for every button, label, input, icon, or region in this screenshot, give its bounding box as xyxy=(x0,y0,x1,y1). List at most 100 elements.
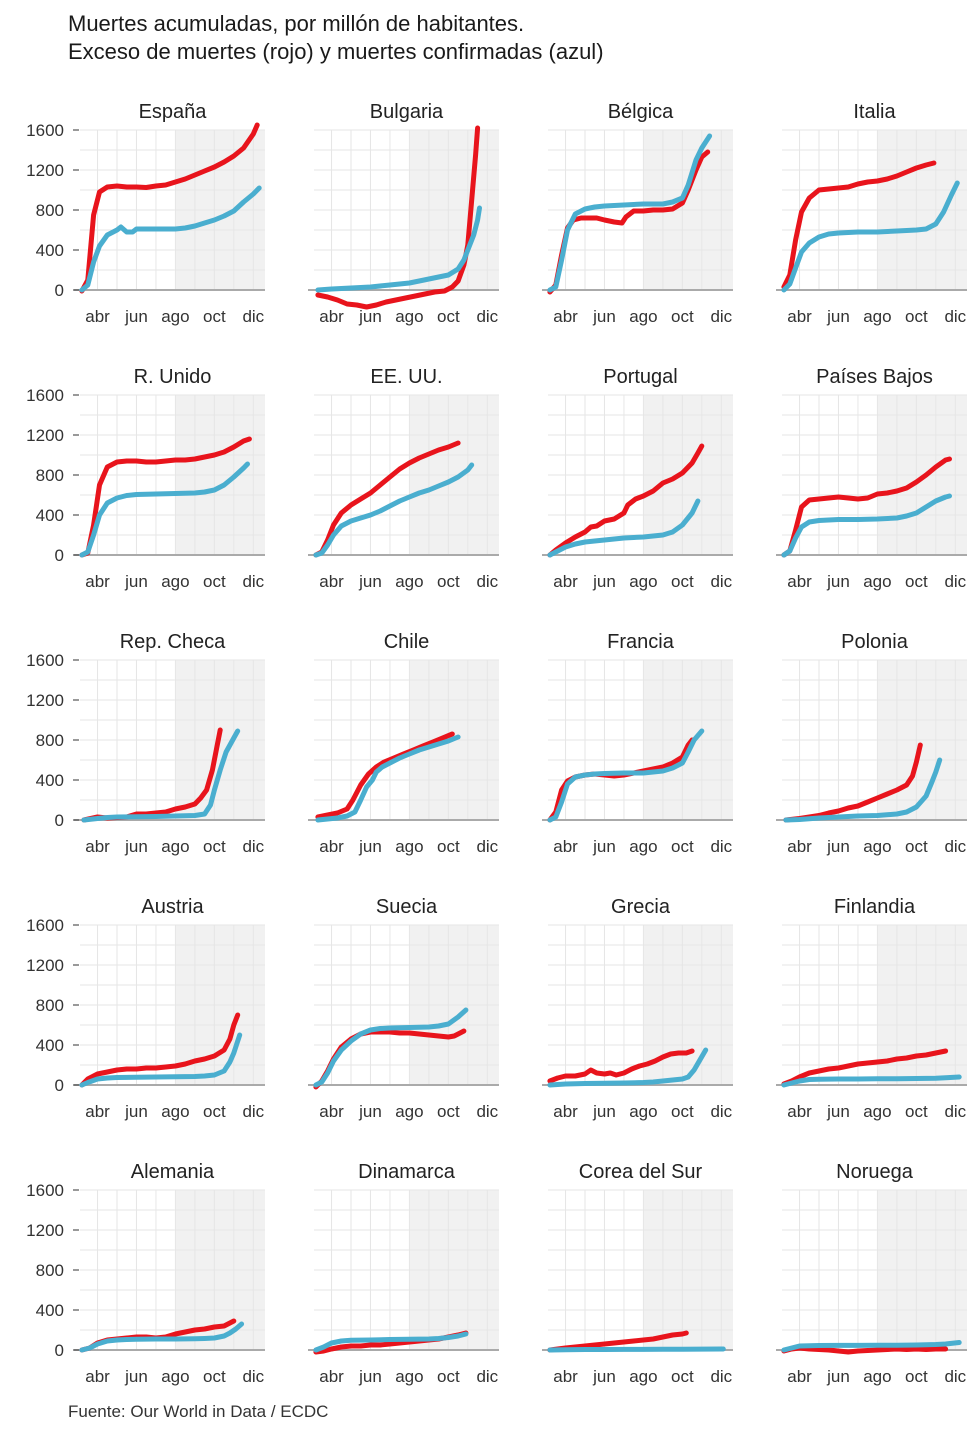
x-tick-label: jun xyxy=(124,1102,148,1121)
x-tick-label: abr xyxy=(85,837,110,856)
x-tick-label: abr xyxy=(319,1102,344,1121)
x-tick-label: oct xyxy=(905,572,928,591)
panel-title: España xyxy=(139,101,208,123)
x-tick-label: oct xyxy=(203,1102,226,1121)
panel-title: Bélgica xyxy=(608,101,674,123)
x-tick-label: jun xyxy=(592,307,616,326)
x-tick-label: ago xyxy=(629,307,657,326)
x-tick-label: dic xyxy=(476,1367,498,1386)
x-tick-label: dic xyxy=(242,307,264,326)
x-tick-label: abr xyxy=(85,1367,110,1386)
x-tick-label: abr xyxy=(85,1102,110,1121)
confirmed-deaths-line xyxy=(781,180,960,293)
confirmed-deaths-line xyxy=(79,461,250,558)
x-tick-label: oct xyxy=(905,307,928,326)
panel-title: Francia xyxy=(607,631,675,653)
x-tick-label: dic xyxy=(476,307,498,326)
x-tick-label: dic xyxy=(710,1367,732,1386)
panel-title: Grecia xyxy=(611,896,671,918)
x-tick-label: abr xyxy=(553,307,578,326)
y-tick-label: 400 xyxy=(36,506,64,525)
x-tick-label: dic xyxy=(242,837,264,856)
panel-polonia: abr jun ago oct dic Polonia xyxy=(776,631,967,856)
source-note: Fuente: Our World in Data / ECDC xyxy=(68,1402,329,1421)
confirmed-deaths-line xyxy=(315,734,461,823)
y-tick-label: 400 xyxy=(36,771,64,790)
x-tick-label: oct xyxy=(437,307,460,326)
x-tick-label: abr xyxy=(319,307,344,326)
x-tick-label: dic xyxy=(476,1102,498,1121)
confirmed-deaths-line xyxy=(79,1032,243,1088)
x-tick-label: dic xyxy=(476,572,498,591)
excess-deaths-line xyxy=(547,443,705,558)
y-tick-label: 800 xyxy=(36,996,64,1015)
panel-francia: abr jun ago oct dic Francia xyxy=(542,631,733,856)
panel-finlandia: abr jun ago oct dic Finlandia xyxy=(776,896,967,1121)
y-tick-label: 0 xyxy=(55,546,64,565)
x-tick-label: jun xyxy=(358,1102,382,1121)
x-tick-label: abr xyxy=(85,572,110,591)
panel-title: Noruega xyxy=(836,1161,914,1183)
x-tick-label: ago xyxy=(629,572,657,591)
x-tick-label: ago xyxy=(863,307,891,326)
y-tick-label: 1600 xyxy=(26,121,64,140)
panel-noruega: abr jun ago oct dic Noruega xyxy=(776,1161,967,1386)
x-tick-label: jun xyxy=(124,837,148,856)
x-tick-label: dic xyxy=(710,307,732,326)
chart-title: Muertes acumuladas, por millón de habita… xyxy=(68,10,604,66)
panel-españa: 0 400 800 1200 1600 abr jun ago oct dic España xyxy=(26,101,265,326)
x-tick-label: ago xyxy=(395,1367,423,1386)
x-tick-label: oct xyxy=(437,1367,460,1386)
x-tick-label: dic xyxy=(242,1367,264,1386)
panel-chile: abr jun ago oct dic Chile xyxy=(308,631,499,856)
x-tick-label: abr xyxy=(787,837,812,856)
x-tick-label: abr xyxy=(85,307,110,326)
x-tick-label: abr xyxy=(319,572,344,591)
title-line-1: Muertes acumuladas, por millón de habita… xyxy=(68,11,525,36)
confirmed-deaths-line xyxy=(781,493,952,558)
x-tick-label: oct xyxy=(671,1367,694,1386)
x-tick-label: dic xyxy=(944,837,966,856)
x-tick-label: ago xyxy=(629,1102,657,1121)
y-tick-label: 0 xyxy=(55,1076,64,1095)
x-tick-label: ago xyxy=(161,572,189,591)
panel-title: Países Bajos xyxy=(816,366,933,388)
x-tick-label: abr xyxy=(319,837,344,856)
panel-austria: 0 400 800 1200 1600 abr jun ago oct dic Austria xyxy=(26,896,265,1121)
panel-alemania: 0 400 800 1200 1600 abr jun ago oct dic Alemania xyxy=(26,1161,265,1386)
x-tick-label: ago xyxy=(863,1367,891,1386)
x-tick-label: oct xyxy=(905,1102,928,1121)
excess-deaths-line xyxy=(781,1345,949,1355)
panel-title: Bulgaria xyxy=(370,101,444,123)
x-tick-label: oct xyxy=(905,837,928,856)
x-tick-label: ago xyxy=(863,837,891,856)
panel-suecia: abr jun ago oct dic Suecia xyxy=(308,896,499,1121)
x-tick-label: oct xyxy=(203,1367,226,1386)
panel-title: Italia xyxy=(853,101,896,123)
x-tick-label: dic xyxy=(710,572,732,591)
x-tick-label: dic xyxy=(710,837,732,856)
x-tick-label: ago xyxy=(161,307,189,326)
x-tick-label: dic xyxy=(944,572,966,591)
confirmed-deaths-line xyxy=(547,1047,709,1088)
y-tick-label: 400 xyxy=(36,1301,64,1320)
y-tick-label: 1600 xyxy=(26,386,64,405)
x-tick-label: jun xyxy=(592,1102,616,1121)
excess-deaths-line xyxy=(79,436,252,558)
x-tick-label: oct xyxy=(671,1102,694,1121)
x-tick-label: oct xyxy=(671,307,694,326)
x-tick-label: ago xyxy=(395,1102,423,1121)
confirmed-deaths-line xyxy=(313,462,475,558)
x-tick-label: ago xyxy=(161,1102,189,1121)
y-tick-label: 1200 xyxy=(26,161,64,180)
panel-title: Rep. Checa xyxy=(120,631,226,653)
confirmed-deaths-line xyxy=(79,185,262,293)
panel-rep-checa: 0 400 800 1200 1600 abr jun ago oct dic Rep. Checa xyxy=(26,631,265,856)
x-tick-label: jun xyxy=(124,572,148,591)
panel-title: Polonia xyxy=(841,631,909,653)
panel-bulgaria: abr jun ago oct dic Bulgaria xyxy=(308,101,499,326)
y-tick-label: 800 xyxy=(36,1261,64,1280)
x-tick-label: jun xyxy=(826,837,850,856)
y-tick-label: 800 xyxy=(36,731,64,750)
